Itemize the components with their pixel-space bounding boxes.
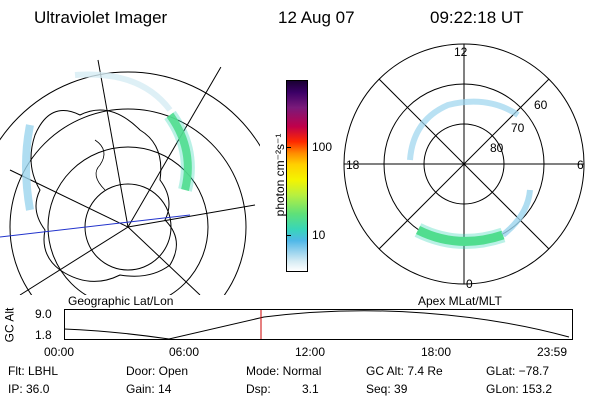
orbit-xtick: 18:00 xyxy=(421,345,452,359)
mode-info: Mode: Normal xyxy=(246,364,322,378)
coastline xyxy=(94,139,106,191)
meridian-line xyxy=(97,59,129,228)
mlat-label-70: 70 xyxy=(511,121,525,135)
orbit-altitude-plot xyxy=(64,309,573,340)
orbit-xtick: 12:00 xyxy=(295,345,326,359)
glat-info: GLat: −78.7 xyxy=(486,364,550,378)
terminator-line xyxy=(0,214,191,238)
mlat-label-80: 80 xyxy=(490,141,504,155)
colorbar-tick-label: 10 xyxy=(312,228,326,242)
meridian-line xyxy=(127,226,201,295)
colorbar-tick-label: 100 xyxy=(312,140,333,154)
mlt-line xyxy=(378,78,550,250)
orbit-ytick-top: 9.0 xyxy=(35,307,52,321)
mlt-label-18: 18 xyxy=(346,158,360,172)
glon-info: GLon: 153.2 xyxy=(486,382,553,396)
filter-info: Flt: LBHL xyxy=(8,364,59,378)
dsp-label: Dsp: xyxy=(246,382,271,396)
time-label: 09:22:18 UT xyxy=(430,8,524,27)
lat-circle xyxy=(0,71,260,295)
lat-circle xyxy=(9,108,247,295)
date-label: 12 Aug 07 xyxy=(278,8,355,27)
apex-polar-plot xyxy=(343,43,585,285)
seq-info: Seq: 39 xyxy=(366,382,408,396)
dsp-value: 3.1 xyxy=(302,382,319,396)
gc-alt-info: GC Alt: 7.4 Re xyxy=(366,364,443,378)
mlt-label-0: 0 xyxy=(466,277,473,291)
aurora-oval xyxy=(407,98,533,249)
meridian-line xyxy=(19,226,129,295)
mlt-label-12: 12 xyxy=(454,45,468,59)
apex-panel-label: Apex MLat/MLT xyxy=(418,294,502,308)
colorbar-unit-label: photon cm⁻²s⁻¹ xyxy=(273,133,287,217)
lat-circle xyxy=(47,146,209,295)
colorbar-tick xyxy=(286,147,291,148)
geographic-map xyxy=(0,59,260,295)
orbit-xtick: 06:00 xyxy=(169,345,200,359)
gain-info: Gain: 14 xyxy=(126,382,172,396)
mlt-label-6: 6 xyxy=(577,158,584,172)
aurora-emission xyxy=(22,71,195,211)
meridian-line xyxy=(127,204,256,228)
coastline xyxy=(30,109,177,282)
mlat-label-60: 60 xyxy=(534,98,548,112)
door-info: Door: Open xyxy=(126,364,189,378)
color-scale-bar xyxy=(286,80,308,272)
instrument-title: Ultraviolet Imager xyxy=(34,8,168,27)
meridian-line xyxy=(127,59,226,228)
orbit-xtick: 23:59 xyxy=(537,345,568,359)
geographic-panel-label: Geographic Lat/Lon xyxy=(68,294,174,308)
orbit-xtick: 00:00 xyxy=(44,345,75,359)
orbit-ylabel: GC Alt xyxy=(2,307,17,343)
orbit-ytick-bottom: 1.8 xyxy=(35,328,52,342)
ip-info: IP: 36.0 xyxy=(8,382,50,396)
colorbar-tick xyxy=(286,235,291,236)
orbit-altitude-curve xyxy=(64,310,570,340)
